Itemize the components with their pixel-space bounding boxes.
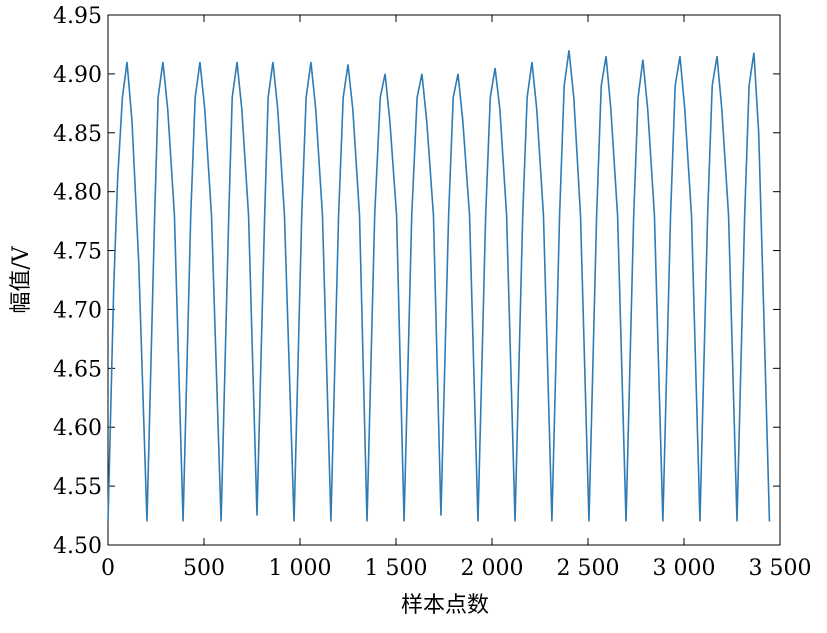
x-tick-label: 500 bbox=[183, 556, 225, 581]
y-tick-label: 4.50 bbox=[53, 534, 102, 559]
plot-frame bbox=[107, 14, 781, 546]
y-tick-label: 4.55 bbox=[53, 475, 102, 500]
x-axis-label: 样本点数 bbox=[401, 593, 489, 618]
y-tick-label: 4.75 bbox=[53, 240, 102, 265]
y-tick-label: 4.95 bbox=[53, 4, 102, 29]
y-axis-label: 幅值/V bbox=[9, 245, 34, 313]
y-tick-label: 4.70 bbox=[53, 298, 102, 323]
data-line bbox=[107, 50, 771, 522]
y-tick-label: 4.80 bbox=[53, 181, 102, 206]
y-tick-label: 4.60 bbox=[53, 416, 102, 441]
x-tick-label: 1 000 bbox=[269, 556, 332, 581]
y-tick-label: 4.85 bbox=[53, 122, 102, 147]
x-tick-label: 2 000 bbox=[461, 556, 524, 581]
y-tick-label: 4.90 bbox=[53, 63, 102, 88]
y-tick-label: 4.65 bbox=[53, 357, 102, 382]
x-tick-label: 3 000 bbox=[653, 556, 716, 581]
x-tick-label: 2 500 bbox=[557, 556, 620, 581]
x-tick-label: 1 500 bbox=[365, 556, 428, 581]
x-tick-label: 0 bbox=[101, 556, 115, 581]
x-tick-label: 3 500 bbox=[749, 556, 812, 581]
